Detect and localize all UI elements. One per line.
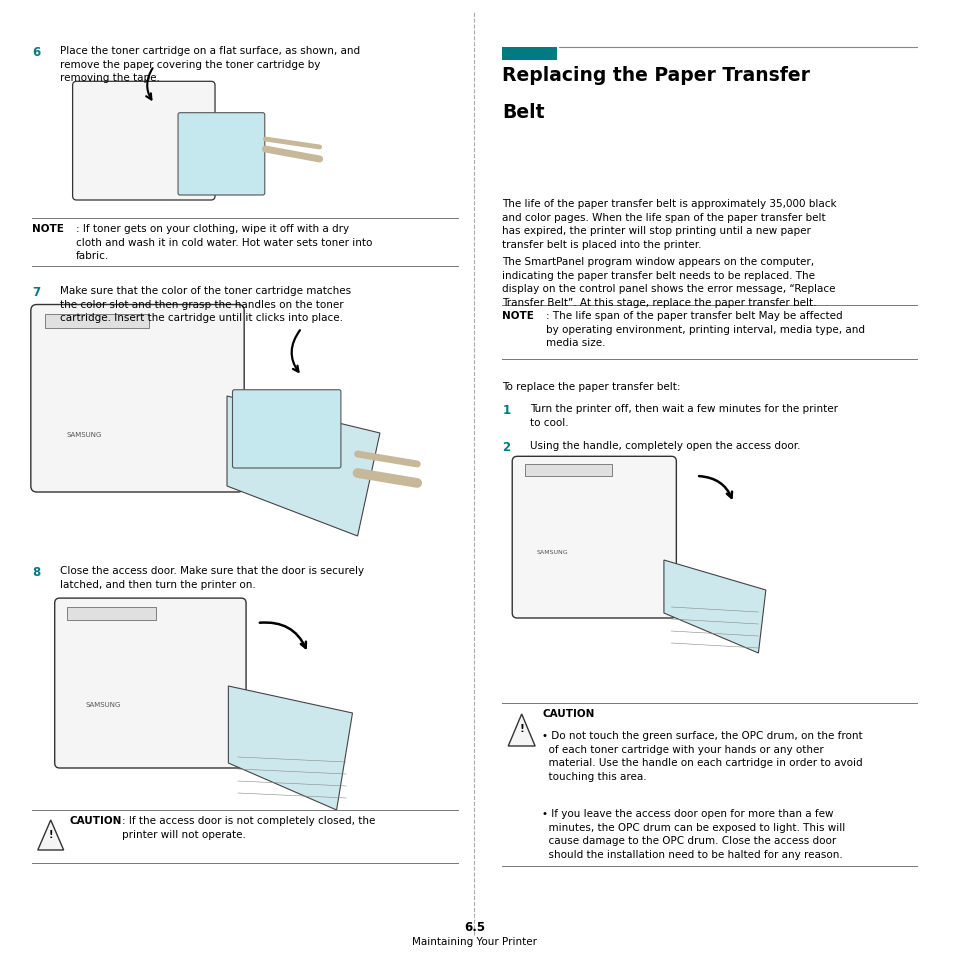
- Bar: [45, 315, 149, 329]
- Polygon shape: [663, 560, 765, 654]
- Polygon shape: [38, 821, 64, 850]
- Text: 6.5: 6.5: [463, 920, 484, 933]
- Bar: [67, 607, 155, 620]
- Text: CAUTION: CAUTION: [70, 815, 122, 825]
- Text: Using the handle, completely open the access door.: Using the handle, completely open the ac…: [530, 440, 800, 451]
- Polygon shape: [508, 714, 535, 746]
- Text: • Do not touch the green surface, the OPC drum, on the front
  of each toner car: • Do not touch the green surface, the OP…: [541, 730, 862, 781]
- FancyBboxPatch shape: [178, 113, 265, 195]
- Text: SAMSUNG: SAMSUNG: [67, 432, 102, 438]
- Text: NOTE: NOTE: [31, 224, 64, 233]
- Text: Replacing the Paper Transfer: Replacing the Paper Transfer: [502, 66, 809, 85]
- Polygon shape: [228, 686, 352, 810]
- Text: 6: 6: [31, 46, 40, 59]
- FancyBboxPatch shape: [54, 598, 246, 768]
- Text: CAUTION: CAUTION: [541, 708, 594, 719]
- Text: : The life span of the paper transfer belt May be affected
by operating environm: : The life span of the paper transfer be…: [545, 311, 864, 348]
- Text: Turn the printer off, then wait a few minutes for the printer
to cool.: Turn the printer off, then wait a few mi…: [530, 403, 838, 427]
- Polygon shape: [227, 396, 379, 537]
- Bar: [524, 465, 612, 476]
- Text: 8: 8: [31, 565, 40, 578]
- Text: Make sure that the color of the toner cartridge matches
the color slot and then : Make sure that the color of the toner ca…: [60, 286, 351, 323]
- Text: : If the access door is not completely closed, the
printer will not operate.: : If the access door is not completely c…: [122, 815, 375, 839]
- Bar: [502, 48, 557, 61]
- Text: !: !: [518, 723, 523, 733]
- FancyBboxPatch shape: [512, 456, 676, 618]
- Text: 2: 2: [502, 440, 510, 454]
- Text: Belt: Belt: [502, 103, 544, 122]
- FancyBboxPatch shape: [72, 82, 214, 201]
- Text: 7: 7: [31, 286, 40, 298]
- Text: Place the toner cartridge on a flat surface, as shown, and
remove the paper cove: Place the toner cartridge on a flat surf…: [60, 46, 359, 83]
- Text: The life of the paper transfer belt is approximately 35,000 black
and color page: The life of the paper transfer belt is a…: [502, 199, 836, 250]
- FancyBboxPatch shape: [233, 391, 340, 469]
- Text: Maintaining Your Printer: Maintaining Your Printer: [412, 936, 537, 946]
- Text: SAMSUNG: SAMSUNG: [85, 701, 120, 707]
- Text: : If toner gets on your clothing, wipe it off with a dry
cloth and wash it in co: : If toner gets on your clothing, wipe i…: [75, 224, 372, 261]
- Text: • If you leave the access door open for more than a few
  minutes, the OPC drum : • If you leave the access door open for …: [541, 808, 844, 859]
- Text: To replace the paper transfer belt:: To replace the paper transfer belt:: [502, 381, 680, 392]
- FancyBboxPatch shape: [30, 305, 244, 493]
- Text: NOTE: NOTE: [502, 311, 534, 320]
- Text: SAMSUNG: SAMSUNG: [537, 550, 568, 555]
- Text: Close the access door. Make sure that the door is securely
latched, and then tur: Close the access door. Make sure that th…: [60, 565, 363, 589]
- Text: The SmartPanel program window appears on the computer,
indicating the paper tran: The SmartPanel program window appears on…: [502, 256, 835, 308]
- Text: 1: 1: [502, 403, 510, 416]
- Text: !: !: [49, 829, 53, 840]
